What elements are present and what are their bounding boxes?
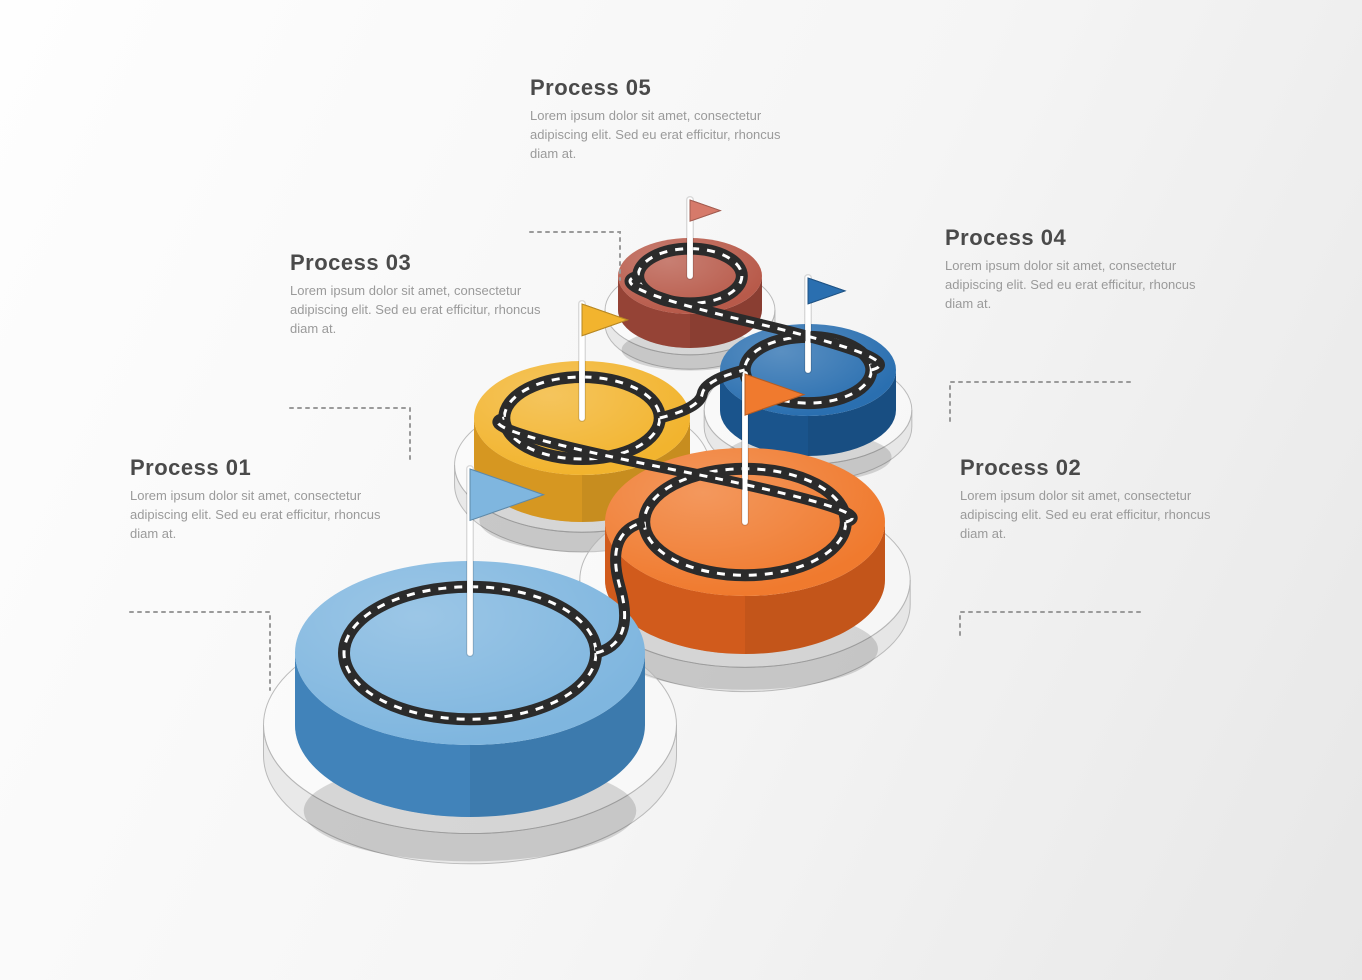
step-3-text: Process 03 Lorem ipsum dolor sit amet, co…: [290, 250, 570, 339]
step-3-body: Lorem ipsum dolor sit amet, consectetur …: [290, 282, 570, 339]
step-5-title: Process 05: [530, 75, 810, 101]
leader-4: [950, 382, 1130, 425]
step-2-body: Lorem ipsum dolor sit amet, consectetur …: [960, 487, 1240, 544]
step-4-title: Process 04: [945, 225, 1225, 251]
step-2-title: Process 02: [960, 455, 1240, 481]
step-5-text: Process 05 Lorem ipsum dolor sit amet, co…: [530, 75, 810, 164]
leader-3: [290, 408, 410, 460]
step-1-title: Process 01: [130, 455, 410, 481]
step-1-text: Process 01 Lorem ipsum dolor sit amet, co…: [130, 455, 410, 544]
leader-1: [130, 612, 270, 690]
step-3-title: Process 03: [290, 250, 570, 276]
step-4-text: Process 04 Lorem ipsum dolor sit amet, co…: [945, 225, 1225, 314]
step-5-body: Lorem ipsum dolor sit amet, consectetur …: [530, 107, 810, 164]
step-4-body: Lorem ipsum dolor sit amet, consectetur …: [945, 257, 1225, 314]
step-2-text: Process 02 Lorem ipsum dolor sit amet, co…: [960, 455, 1240, 544]
step-1-body: Lorem ipsum dolor sit amet, consectetur …: [130, 487, 410, 544]
infographic-stage: Process 01 Lorem ipsum dolor sit amet, co…: [0, 0, 1362, 980]
leader-2: [960, 612, 1140, 640]
